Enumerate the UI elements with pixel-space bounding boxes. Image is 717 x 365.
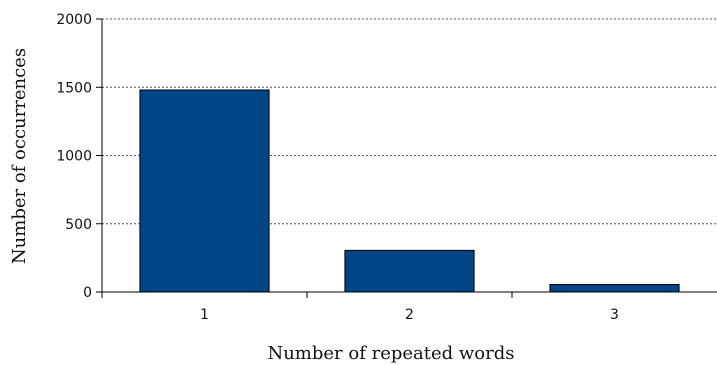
bar-1 <box>139 89 270 293</box>
x-tick-label: 1 <box>200 307 209 323</box>
bar-2 <box>344 249 475 293</box>
y-ticks: 0 500 1000 1500 2000 <box>56 12 102 301</box>
y-tick-label: 500 <box>65 217 92 233</box>
bars <box>139 89 680 293</box>
y-tick-label: 0 <box>83 285 92 301</box>
x-axis-title: Number of repeated words <box>267 343 514 364</box>
y-tick-label: 1000 <box>56 149 92 165</box>
y-tick-label: 2000 <box>56 12 92 28</box>
x-tick-label: 2 <box>405 307 414 323</box>
y-tick-label: 1500 <box>56 80 92 96</box>
bar-3 <box>549 283 680 293</box>
y-axis-title: Number of occurrences <box>9 48 30 264</box>
x-tick-label: 3 <box>610 307 619 323</box>
gridlines <box>102 18 717 225</box>
x-ticks: 1 2 3 <box>101 292 619 323</box>
